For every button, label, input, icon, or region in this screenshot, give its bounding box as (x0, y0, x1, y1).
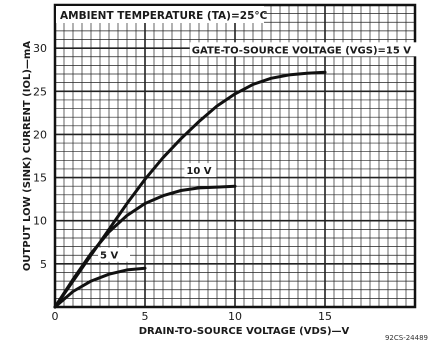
x-tick-label: 15 (318, 310, 332, 323)
series-line-2 (53, 266, 147, 309)
plot-frame (53, 3, 417, 309)
x-axis-label: DRAIN-TO-SOURCE VOLTAGE (VDS)—V (139, 326, 350, 337)
y-tick-label: 10 (33, 215, 47, 228)
y-tick-label: 20 (33, 128, 47, 141)
series-label-background (184, 163, 217, 178)
series-label-background (98, 247, 130, 262)
y-tick-label: 15 (33, 172, 47, 185)
series-layer (53, 70, 327, 309)
x-tick-label: 0 (52, 310, 59, 323)
chart-title: AMBIENT TEMPERATURE (TA)=25°C (60, 10, 268, 22)
title-background (56, 6, 264, 23)
series-label-1: 10 V (186, 166, 211, 177)
y-tick-label: 30 (33, 42, 47, 55)
series-label-0: GATE-TO-SOURCE VOLTAGE (VGS)=15 V (192, 45, 411, 56)
figure-id: 92CS-24489 (385, 334, 428, 342)
x-tick-label: 5 (142, 310, 149, 323)
y-tick-label: 25 (33, 85, 47, 98)
y-axis-label: OUTPUT LOW (SINK) CURRENT (IOL)—mA (22, 41, 33, 271)
series-label-background (189, 42, 433, 57)
x-tick-label: 10 (228, 310, 242, 323)
series-label-2: 5 V (100, 251, 118, 262)
ticks-layer: 0 5 10 15 5 10 15 20 25 30 (33, 42, 332, 323)
labels-layer: AMBIENT TEMPERATURE (TA)=25°C DRAIN-TO-SO… (22, 6, 433, 342)
y-tick-label: 5 (40, 258, 47, 271)
series-line-1 (53, 184, 237, 309)
